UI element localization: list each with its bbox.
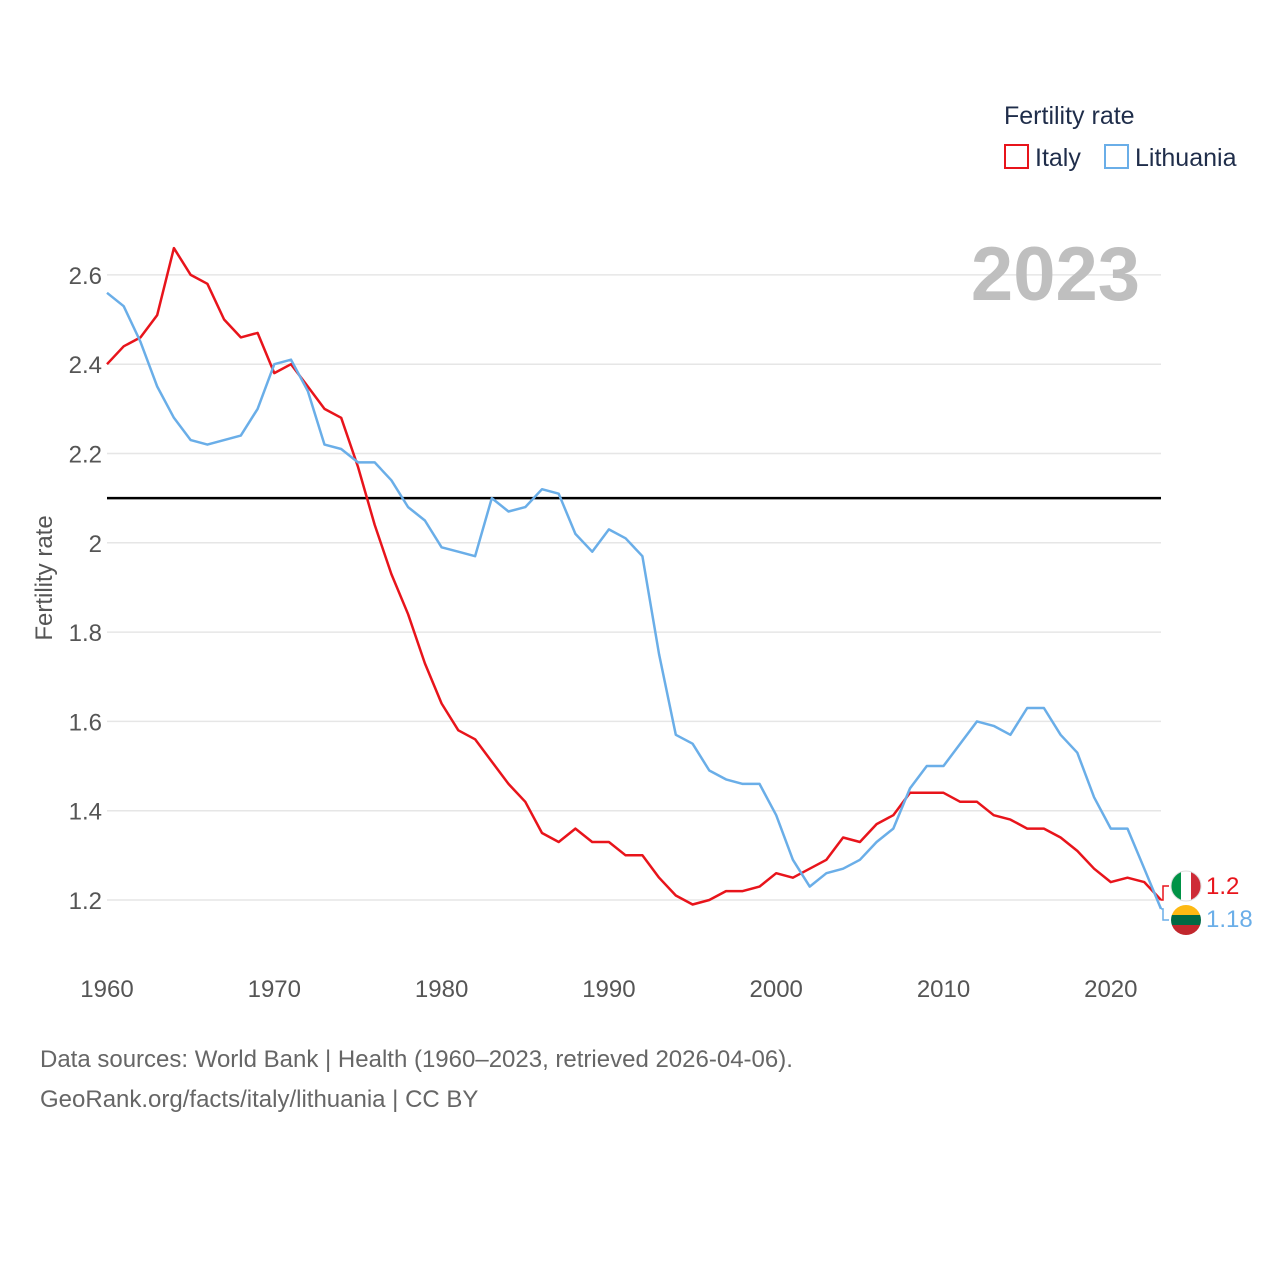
gridlines [107, 274, 1161, 901]
data-source-note: Data sources: World Bank | Health (1960–… [40, 1046, 793, 1073]
x-tick-label: 2000 [750, 976, 803, 1003]
y-tick-label: 1.4 [69, 799, 102, 826]
series-line-italy[interactable] [106, 246, 1162, 906]
y-tick-label: 1.6 [69, 709, 102, 736]
legend-label-lithuania[interactable]: Lithuania [1135, 144, 1237, 172]
y-tick-label: 2 [89, 531, 102, 558]
series-lines [106, 246, 1163, 910]
legend-title: Fertility rate [1004, 102, 1135, 130]
x-tick-label: 1960 [80, 976, 133, 1003]
x-tick-label: 2020 [1084, 976, 1137, 1003]
y-tick-label: 2.2 [69, 442, 102, 469]
italy-end-connector [1161, 885, 1169, 901]
y-axis-ticks: 1.2 1.4 1.6 1.8 2 2.2 2.4 2.6 [69, 263, 102, 915]
legend-swatch-lithuania[interactable] [1104, 144, 1129, 169]
credit-link[interactable]: GeoRank.org/facts/italy/lithuania | CC B… [40, 1086, 479, 1113]
x-tick-label: 1990 [582, 976, 635, 1003]
legend[interactable]: Fertility rate Italy Lithuania [1004, 102, 1237, 172]
legend-label-italy[interactable]: Italy [1035, 144, 1081, 172]
current-year-label: 2023 [971, 232, 1140, 317]
y-tick-label: 1.2 [69, 888, 102, 915]
italy-end-value-label: 1.2 [1206, 873, 1239, 900]
x-tick-label: 2010 [917, 976, 970, 1003]
lithuania-end-connector [1161, 908, 1169, 921]
italy-flag-icon [1170, 870, 1202, 902]
y-tick-label: 2.4 [69, 352, 102, 379]
x-tick-label: 1970 [248, 976, 301, 1003]
lithuania-flag-icon [1171, 905, 1201, 935]
lithuania-end-value-label: 1.18 [1206, 906, 1253, 933]
legend-swatch-italy[interactable] [1004, 144, 1029, 169]
series-line-lithuania[interactable] [106, 291, 1163, 910]
x-tick-label: 1980 [415, 976, 468, 1003]
y-tick-label: 1.8 [69, 620, 102, 647]
y-axis-title: Fertility rate [31, 515, 58, 640]
x-axis-ticks: 1960 1970 1980 1990 2000 2010 2020 [80, 976, 1137, 1003]
y-tick-label: 2.6 [69, 263, 102, 290]
